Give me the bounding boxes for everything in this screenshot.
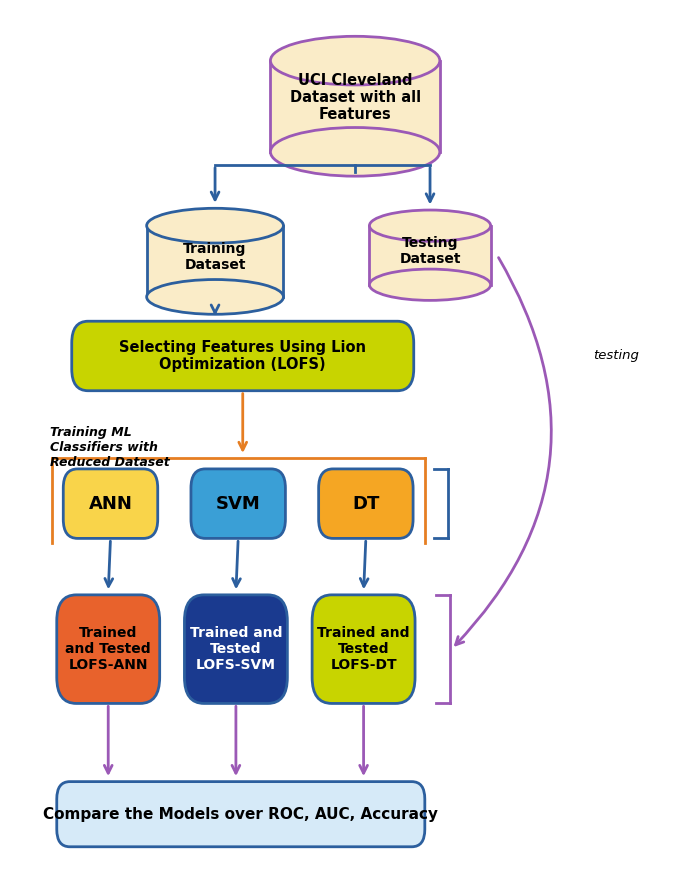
Ellipse shape — [271, 127, 440, 176]
Text: Compare the Models over ROC, AUC, Accuracy: Compare the Models over ROC, AUC, Accura… — [43, 807, 438, 822]
FancyBboxPatch shape — [63, 469, 158, 538]
FancyBboxPatch shape — [184, 595, 288, 703]
Text: testing: testing — [593, 349, 639, 362]
FancyArrowPatch shape — [456, 258, 551, 645]
FancyBboxPatch shape — [319, 469, 413, 538]
Bar — [271, 61, 440, 152]
FancyBboxPatch shape — [312, 595, 415, 703]
FancyBboxPatch shape — [57, 595, 160, 703]
Text: ANN: ANN — [88, 495, 132, 513]
Text: Training
Dataset: Training Dataset — [184, 242, 247, 272]
Ellipse shape — [147, 209, 284, 243]
Text: UCI Cleveland
Dataset with all
Features: UCI Cleveland Dataset with all Features — [290, 73, 421, 123]
Text: Trained
and Tested
LOFS-ANN: Trained and Tested LOFS-ANN — [65, 626, 151, 673]
Ellipse shape — [271, 36, 440, 85]
Bar — [147, 225, 284, 297]
Text: Testing
Dataset: Testing Dataset — [399, 236, 461, 266]
Text: Training ML
Classifiers with
Reduced Dataset: Training ML Classifiers with Reduced Dat… — [50, 425, 170, 468]
Text: Trained and
Tested
LOFS-SVM: Trained and Tested LOFS-SVM — [190, 626, 282, 673]
Text: SVM: SVM — [216, 495, 260, 513]
Text: Selecting Features Using Lion
Optimization (LOFS): Selecting Features Using Lion Optimizati… — [119, 339, 366, 372]
FancyBboxPatch shape — [57, 781, 425, 847]
FancyBboxPatch shape — [72, 321, 414, 391]
Ellipse shape — [369, 269, 490, 301]
FancyBboxPatch shape — [191, 469, 286, 538]
Text: Trained and
Tested
LOFS-DT: Trained and Tested LOFS-DT — [317, 626, 410, 673]
Text: DT: DT — [352, 495, 379, 513]
Bar — [369, 225, 490, 285]
Ellipse shape — [147, 280, 284, 314]
Ellipse shape — [369, 210, 490, 241]
